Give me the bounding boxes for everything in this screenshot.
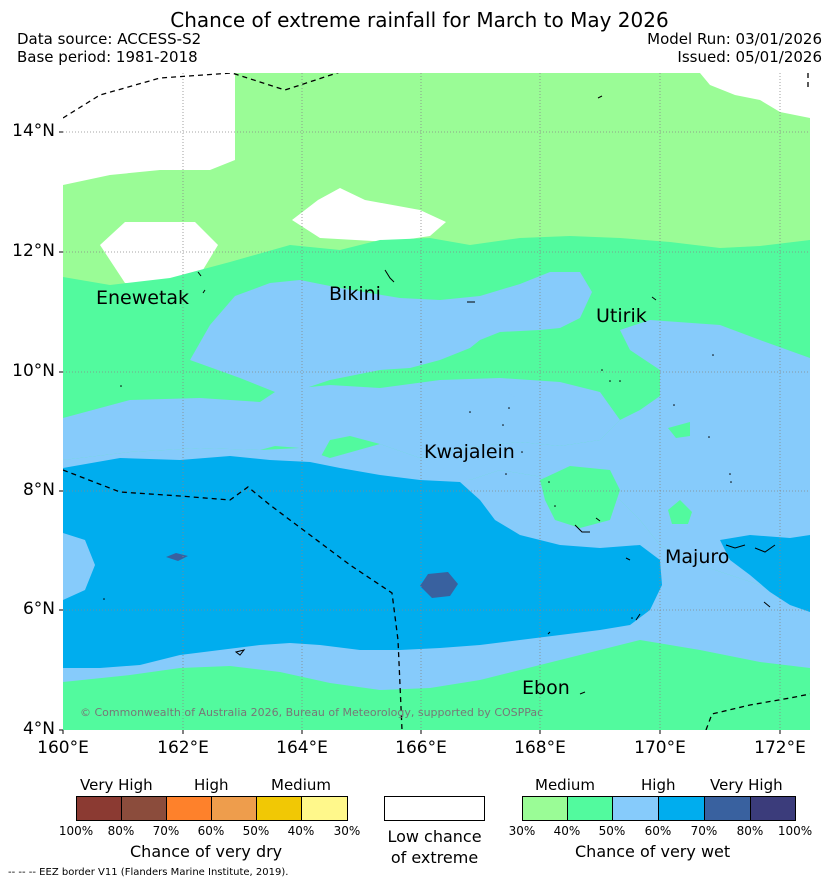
dry-tick-40: 40% <box>287 824 315 838</box>
lat-label-14n: 14°N <box>12 121 55 141</box>
eez-footnote: -- -- -- EEZ border V11 (Flanders Marine… <box>8 867 289 878</box>
wet-tick-60: 60% <box>644 824 672 838</box>
zone-wet-40-islet-c <box>668 422 690 438</box>
model-run: Model Run: 03/01/2026 <box>647 30 822 48</box>
dry-swatch-60-70 <box>166 796 212 821</box>
lon-label-168e: 168°E <box>514 738 566 758</box>
dry-swatch-70-80 <box>121 796 167 821</box>
dry-tick-100: 100% <box>58 824 94 838</box>
low-caption-line2: of extreme <box>390 848 479 867</box>
axis-ticks <box>59 131 781 734</box>
wet-cat-high: High <box>641 776 676 794</box>
dry-tick-30: 30% <box>333 824 361 838</box>
wet-swatch-60-70 <box>658 796 705 821</box>
zone-wet-60-east <box>720 535 810 612</box>
zone-wet-50-west <box>63 533 95 600</box>
wet-swatch-80-100 <box>750 796 796 821</box>
low-chance-swatch <box>384 796 485 821</box>
wet-tick-40: 40% <box>553 824 581 838</box>
zone-wet-70-b <box>166 553 188 561</box>
lon-label-164e: 164°E <box>276 738 328 758</box>
wet-cat-very-high: Very High <box>710 776 783 794</box>
lat-label-8n: 8°N <box>22 480 55 500</box>
base-period: Base period: 1981-2018 <box>17 48 198 66</box>
place-bikini: Bikini <box>329 283 381 305</box>
place-utirik: Utirik <box>596 305 647 327</box>
wet-tick-30: 30% <box>508 824 536 838</box>
lat-label-6n: 6°N <box>22 599 55 619</box>
wet-swatch-30-40 <box>522 796 568 821</box>
dry-swatch-40-50 <box>256 796 302 821</box>
zone-low-island-center <box>292 188 446 242</box>
lon-label-162e: 162°E <box>157 738 209 758</box>
wet-tick-70: 70% <box>690 824 718 838</box>
dry-caption: Chance of very dry <box>130 842 283 861</box>
wet-swatch-50-60 <box>612 796 659 821</box>
lon-label-172e: 172°E <box>754 738 806 758</box>
zone-wet-40-islet-a <box>540 466 620 528</box>
dry-tick-60: 60% <box>197 824 225 838</box>
island-dots <box>103 354 732 619</box>
wet-tick-80: 80% <box>736 824 764 838</box>
zone-low-island-west <box>100 222 218 283</box>
lat-label-10n: 10°N <box>12 361 55 381</box>
lat-label-12n: 12°N <box>12 241 55 261</box>
zone-low-northeast <box>700 73 810 118</box>
wet-swatch-70-80 <box>704 796 751 821</box>
wet-caption: Chance of very wet <box>575 842 731 861</box>
lon-label-160e: 160°E <box>37 738 89 758</box>
islands <box>197 95 776 695</box>
data-source: Data source: ACCESS-S2 <box>17 30 202 48</box>
place-kwajalein: Kwajalein <box>424 441 515 463</box>
issued-date: Issued: 05/01/2026 <box>677 48 822 66</box>
zone-wet-50-east <box>420 320 810 600</box>
dry-swatch-30-40 <box>301 796 348 821</box>
dry-swatch-50-60 <box>211 796 257 821</box>
dry-tick-80: 80% <box>107 824 135 838</box>
place-majuro: Majuro <box>665 546 730 568</box>
zone-wet-60 <box>63 456 662 668</box>
place-ebon: Ebon <box>522 677 570 699</box>
low-caption-line1: Low chance <box>387 827 482 846</box>
dry-cat-medium: Medium <box>271 776 331 794</box>
wet-swatch-40-50 <box>567 796 613 821</box>
zone-wet-50 <box>63 272 620 460</box>
wet-cat-medium: Medium <box>535 776 595 794</box>
copyright-notice: © Commonwealth of Australia 2026, Bureau… <box>80 706 544 719</box>
map-title: Chance of extreme rainfall for March to … <box>170 8 669 32</box>
wet-tick-50: 50% <box>598 824 626 838</box>
dry-tick-50: 50% <box>242 824 270 838</box>
zone-low-northwest <box>63 73 235 185</box>
dry-cat-very-high: Very High <box>80 776 153 794</box>
wet-tick-100: 100% <box>777 824 813 838</box>
dry-tick-70: 70% <box>152 824 180 838</box>
place-enewetak: Enewetak <box>96 287 190 309</box>
lon-label-166e: 166°E <box>395 738 447 758</box>
eez-borders <box>63 73 810 730</box>
dry-swatch-80-100 <box>76 796 122 821</box>
zone-wet-40-islet-b <box>668 500 692 524</box>
zone-wet-70-a <box>420 572 458 598</box>
lat-label-4n: 4°N <box>22 719 55 739</box>
dry-cat-high: High <box>194 776 229 794</box>
zone-wet-50-islet <box>500 382 560 400</box>
lon-label-170e: 170°E <box>634 738 686 758</box>
